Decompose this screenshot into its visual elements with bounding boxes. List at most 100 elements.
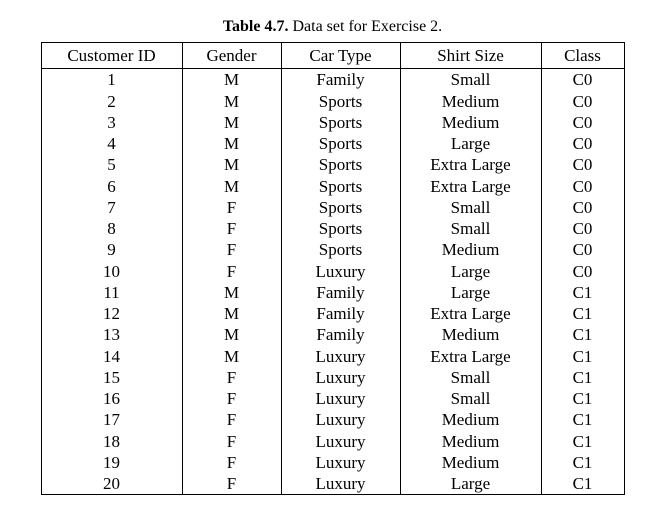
table-row: 9FSportsMediumC0 [41,239,624,260]
table-row: 12MFamilyExtra LargeC1 [41,303,624,324]
table-cell: C0 [541,154,624,175]
col-header-customer-id: Customer ID [41,43,182,69]
table-cell: 18 [41,431,182,452]
table-body: 1MFamilySmallC02MSportsMediumC03MSportsM… [41,69,624,495]
table-cell: F [182,388,281,409]
table-cell: Luxury [281,261,400,282]
table-cell: M [182,324,281,345]
table-cell: Extra Large [400,176,541,197]
col-header-shirt-size: Shirt Size [400,43,541,69]
data-table: Customer ID Gender Car Type Shirt Size C… [41,42,625,495]
table-cell: F [182,367,281,388]
table-cell: Large [400,133,541,154]
table-row: 7FSportsSmallC0 [41,197,624,218]
table-cell: Family [281,282,400,303]
table-row: 19FLuxuryMediumC1 [41,452,624,473]
table-cell: F [182,452,281,473]
table-cell: M [182,282,281,303]
table-cell: C1 [541,346,624,367]
table-cell: Extra Large [400,154,541,175]
table-cell: Medium [400,239,541,260]
table-row: 6MSportsExtra LargeC0 [41,176,624,197]
table-cell: 10 [41,261,182,282]
table-cell: C1 [541,452,624,473]
table-cell: Luxury [281,473,400,495]
table-cell: 12 [41,303,182,324]
table-cell: F [182,197,281,218]
table-cell: Medium [400,112,541,133]
table-cell: C1 [541,473,624,495]
table-cell: C0 [541,261,624,282]
table-cell: 17 [41,409,182,430]
table-row: 16FLuxurySmallC1 [41,388,624,409]
table-row: 10FLuxuryLargeC0 [41,261,624,282]
table-cell: Sports [281,154,400,175]
table-cell: Medium [400,91,541,112]
table-cell: Luxury [281,367,400,388]
table-row: 20FLuxuryLargeC1 [41,473,624,495]
col-header-gender: Gender [182,43,281,69]
table-cell: 8 [41,218,182,239]
table-cell: 9 [41,239,182,260]
table-cell: 3 [41,112,182,133]
table-cell: C1 [541,409,624,430]
table-row: 8FSportsSmallC0 [41,218,624,239]
table-cell: F [182,409,281,430]
table-cell: Luxury [281,388,400,409]
table-cell: M [182,91,281,112]
table-cell: Luxury [281,409,400,430]
table-cell: Medium [400,324,541,345]
table-row: 15FLuxurySmallC1 [41,367,624,388]
table-cell: Sports [281,197,400,218]
table-cell: Family [281,303,400,324]
table-cell: Sports [281,218,400,239]
table-cell: C0 [541,112,624,133]
table-cell: M [182,346,281,367]
table-cell: 2 [41,91,182,112]
table-cell: Large [400,473,541,495]
table-cell: M [182,133,281,154]
table-cell: M [182,303,281,324]
table-cell: 7 [41,197,182,218]
table-cell: Small [400,69,541,91]
table-row: 14MLuxuryExtra LargeC1 [41,346,624,367]
table-cell: Luxury [281,346,400,367]
table-cell: F [182,218,281,239]
table-cell: 16 [41,388,182,409]
table-cell: Large [400,282,541,303]
table-cell: Sports [281,91,400,112]
table-cell: C0 [541,239,624,260]
table-cell: 5 [41,154,182,175]
table-cell: 4 [41,133,182,154]
table-cell: 13 [41,324,182,345]
table-cell: C0 [541,218,624,239]
table-cell: C0 [541,91,624,112]
table-cell: Medium [400,409,541,430]
table-cell: M [182,154,281,175]
table-cell: C0 [541,69,624,91]
table-cell: Large [400,261,541,282]
table-header-row: Customer ID Gender Car Type Shirt Size C… [41,43,624,69]
table-cell: Extra Large [400,346,541,367]
table-cell: F [182,261,281,282]
table-cell: 14 [41,346,182,367]
table-cell: F [182,431,281,452]
table-row: 13MFamilyMediumC1 [41,324,624,345]
table-cell: Small [400,367,541,388]
table-cell: Sports [281,133,400,154]
table-row: 5MSportsExtra LargeC0 [41,154,624,175]
table-cell: 20 [41,473,182,495]
table-cell: C0 [541,176,624,197]
table-row: 11MFamilyLargeC1 [41,282,624,303]
table-cell: Small [400,388,541,409]
caption-text: Data set for Exercise 2. [288,18,442,35]
table-cell: F [182,239,281,260]
table-row: 2MSportsMediumC0 [41,91,624,112]
table-cell: Family [281,69,400,91]
table-cell: 6 [41,176,182,197]
table-cell: F [182,473,281,495]
table-cell: C1 [541,388,624,409]
table-cell: Luxury [281,431,400,452]
table-row: 4MSportsLargeC0 [41,133,624,154]
table-cell: C1 [541,324,624,345]
